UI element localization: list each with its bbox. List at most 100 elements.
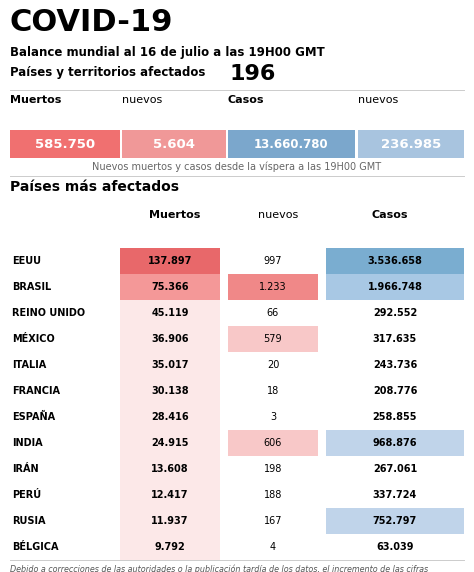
Text: 198: 198: [264, 464, 282, 474]
Text: BRASIL: BRASIL: [12, 282, 51, 292]
Bar: [122, 130, 226, 158]
Text: 3: 3: [270, 412, 276, 422]
Bar: [10, 352, 464, 378]
Text: 20: 20: [267, 360, 279, 370]
Text: 45.119: 45.119: [151, 308, 189, 318]
Bar: [120, 534, 220, 560]
Text: 137.897: 137.897: [148, 256, 192, 266]
Text: FRANCIA: FRANCIA: [12, 386, 60, 396]
Bar: [10, 534, 464, 560]
Text: Debido a correcciones de las autoridades o la publicación tardía de los datos, e: Debido a correcciones de las autoridades…: [10, 564, 428, 572]
Bar: [228, 326, 318, 352]
Bar: [10, 248, 464, 274]
Bar: [10, 300, 464, 326]
Bar: [326, 430, 464, 456]
Bar: [120, 404, 220, 430]
Text: 63.039: 63.039: [376, 542, 414, 552]
Text: BÉLGICA: BÉLGICA: [12, 542, 58, 552]
Text: 12.417: 12.417: [151, 490, 189, 500]
Text: 4: 4: [270, 542, 276, 552]
Text: Países más afectados: Países más afectados: [10, 180, 179, 194]
Text: 30.138: 30.138: [151, 386, 189, 396]
Text: 75.366: 75.366: [151, 282, 189, 292]
Text: Muertos: Muertos: [149, 210, 201, 220]
Text: Países y territorios afectados: Países y territorios afectados: [10, 66, 205, 79]
Bar: [120, 274, 220, 300]
Text: Balance mundial al 16 de julio a las 19H00 GMT: Balance mundial al 16 de julio a las 19H…: [10, 46, 325, 59]
Text: 968.876: 968.876: [373, 438, 417, 448]
Bar: [120, 352, 220, 378]
Text: 36.906: 36.906: [151, 334, 189, 344]
Text: 267.061: 267.061: [373, 464, 417, 474]
Bar: [120, 326, 220, 352]
Text: 1.966.748: 1.966.748: [367, 282, 422, 292]
Text: 66: 66: [267, 308, 279, 318]
Text: 196: 196: [230, 64, 276, 84]
Text: Nuevos muertos y casos desde la víspera a las 19H00 GMT: Nuevos muertos y casos desde la víspera …: [92, 162, 382, 173]
Bar: [10, 274, 464, 300]
Text: 243.736: 243.736: [373, 360, 417, 370]
Bar: [326, 274, 464, 300]
Text: RUSIA: RUSIA: [12, 516, 46, 526]
Text: 317.635: 317.635: [373, 334, 417, 344]
Text: 292.552: 292.552: [373, 308, 417, 318]
Text: 1.233: 1.233: [259, 282, 287, 292]
Bar: [120, 456, 220, 482]
Bar: [228, 274, 318, 300]
Text: 24.915: 24.915: [151, 438, 189, 448]
Bar: [10, 378, 464, 404]
Text: EEUU: EEUU: [12, 256, 41, 266]
Bar: [120, 378, 220, 404]
Bar: [10, 456, 464, 482]
Text: 18: 18: [267, 386, 279, 396]
Bar: [358, 130, 464, 158]
Text: 585.750: 585.750: [35, 137, 95, 150]
Text: nuevos: nuevos: [358, 95, 398, 105]
Text: 258.855: 258.855: [373, 412, 417, 422]
Text: REINO UNIDO: REINO UNIDO: [12, 308, 85, 318]
Text: 11.937: 11.937: [151, 516, 189, 526]
Bar: [10, 404, 464, 430]
Text: 752.797: 752.797: [373, 516, 417, 526]
Bar: [326, 248, 464, 274]
Text: 188: 188: [264, 490, 282, 500]
Bar: [120, 482, 220, 508]
Text: 167: 167: [264, 516, 282, 526]
Text: Muertos: Muertos: [10, 95, 61, 105]
Text: 997: 997: [264, 256, 282, 266]
Text: INDIA: INDIA: [12, 438, 43, 448]
Bar: [120, 248, 220, 274]
Text: 3.536.658: 3.536.658: [367, 256, 422, 266]
Text: Casos: Casos: [228, 95, 264, 105]
Text: nuevos: nuevos: [122, 95, 162, 105]
Bar: [10, 482, 464, 508]
Text: 236.985: 236.985: [381, 137, 441, 150]
Text: 606: 606: [264, 438, 282, 448]
Bar: [10, 508, 464, 534]
Bar: [120, 508, 220, 534]
Bar: [228, 130, 355, 158]
Text: 13.608: 13.608: [151, 464, 189, 474]
Text: 9.792: 9.792: [155, 542, 185, 552]
Text: 35.017: 35.017: [151, 360, 189, 370]
Text: Casos: Casos: [372, 210, 408, 220]
Text: PERÚ: PERÚ: [12, 490, 41, 500]
Text: 28.416: 28.416: [151, 412, 189, 422]
Bar: [10, 130, 120, 158]
Text: 5.604: 5.604: [153, 137, 195, 150]
Text: COVID-19: COVID-19: [10, 8, 173, 37]
Bar: [120, 300, 220, 326]
Text: 208.776: 208.776: [373, 386, 417, 396]
Text: MÉXICO: MÉXICO: [12, 334, 55, 344]
Text: ESPAÑA: ESPAÑA: [12, 412, 55, 422]
Text: 579: 579: [264, 334, 283, 344]
Bar: [10, 430, 464, 456]
Bar: [10, 326, 464, 352]
Text: ITALIA: ITALIA: [12, 360, 46, 370]
Bar: [120, 430, 220, 456]
Text: 337.724: 337.724: [373, 490, 417, 500]
Bar: [228, 430, 318, 456]
Text: nuevos: nuevos: [258, 210, 298, 220]
Bar: [326, 508, 464, 534]
Text: IRÁN: IRÁN: [12, 464, 38, 474]
